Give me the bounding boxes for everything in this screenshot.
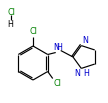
Text: H: H (57, 43, 63, 52)
Text: Cl: Cl (53, 79, 61, 88)
Text: Cl: Cl (7, 8, 15, 17)
Text: N: N (54, 43, 60, 52)
Text: N: N (74, 69, 80, 78)
Text: H: H (7, 20, 13, 29)
Text: N: N (82, 36, 88, 45)
Text: Cl: Cl (29, 28, 37, 36)
Text: H: H (83, 69, 89, 78)
